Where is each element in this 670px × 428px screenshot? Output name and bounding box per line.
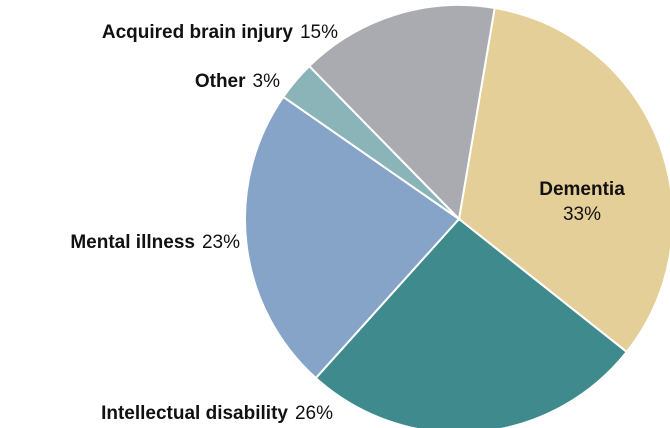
- value-label: 26%: [295, 403, 333, 424]
- pie-slice: [457, 6, 670, 354]
- category-name: Other: [195, 71, 246, 92]
- slice-label: Acquired brain injury 15%: [102, 22, 338, 43]
- value-label: 23%: [202, 232, 240, 253]
- pie-slice: [244, 95, 461, 380]
- pie-slice: [307, 4, 496, 222]
- slice-label: Mental illness 23%: [70, 232, 240, 253]
- pie-slice: [314, 217, 629, 428]
- category-name: Mental illness: [70, 232, 195, 253]
- slice-label: Dementia: [539, 179, 625, 200]
- slice-value: 33%: [563, 204, 601, 225]
- value-label: 15%: [300, 22, 338, 43]
- value-label: 3%: [253, 71, 281, 92]
- slice-label: Intellectual disability 26%: [101, 403, 333, 424]
- category-name: Intellectual disability: [101, 403, 288, 424]
- category-name: Acquired brain injury: [102, 22, 294, 43]
- slice-label: Other 3%: [195, 71, 280, 92]
